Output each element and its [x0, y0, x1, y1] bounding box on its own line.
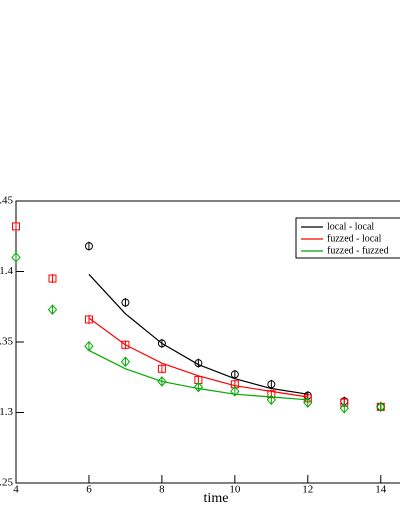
legend-label: local - local	[327, 221, 374, 232]
y-tick-label: 1.25	[0, 477, 14, 489]
x-tick-label: 4	[13, 484, 19, 496]
x-tick-label: 8	[159, 484, 165, 496]
y-tick-label: 1.4	[0, 265, 14, 277]
y-tick-label: 1.35	[0, 336, 14, 348]
y-tick-label: 1.3	[0, 406, 14, 418]
x-tick-label: 12	[302, 484, 313, 496]
legend-label: fuzzed - local	[327, 233, 382, 244]
y-tick-label: 1.45	[0, 195, 14, 207]
x-tick-label: 10	[229, 484, 241, 496]
x-axis-label: time	[204, 491, 229, 506]
x-tick-label: 6	[86, 484, 92, 496]
legend-label: fuzzed - fuzzed	[327, 245, 389, 256]
x-tick-label: 14	[375, 484, 387, 496]
